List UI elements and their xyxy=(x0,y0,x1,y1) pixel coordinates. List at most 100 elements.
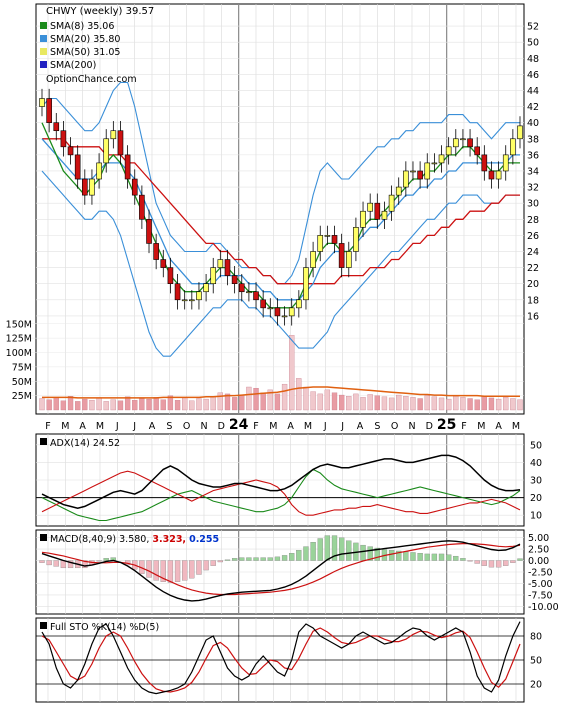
macd-histogram-bar xyxy=(82,560,88,569)
candle-body xyxy=(117,130,124,156)
price-tick-label: 40 xyxy=(527,118,539,129)
sto-label: Full STO %K(14) %D(5) xyxy=(50,622,159,633)
candle-body xyxy=(246,291,252,294)
volume-bar xyxy=(67,396,74,411)
candle-body xyxy=(274,307,281,317)
macd-histogram-bar xyxy=(103,558,109,561)
x-tick-label: J xyxy=(115,421,119,432)
macd-histogram-bar xyxy=(296,550,302,561)
macd-swatch xyxy=(40,534,47,541)
volume-bar xyxy=(153,397,159,411)
macd-histogram-bar xyxy=(446,554,452,561)
price-tick-label: 28 xyxy=(527,215,539,226)
volume-bar xyxy=(96,397,102,411)
volume-bar xyxy=(167,395,174,411)
candle-body xyxy=(502,154,509,172)
volume-bar xyxy=(331,392,338,411)
x-tick-label: 24 xyxy=(229,417,249,433)
macd-histogram-bar xyxy=(289,553,295,561)
legend-item-sma20: SMA(20) 35.80 xyxy=(50,34,120,45)
volume-bar xyxy=(53,397,59,411)
sto-k-line xyxy=(41,621,521,695)
candle-body xyxy=(167,267,174,284)
candle-body xyxy=(267,307,274,310)
price-tick-label: 52 xyxy=(527,22,539,33)
macd-histogram-bar xyxy=(510,560,516,563)
volume-bar xyxy=(381,396,388,411)
macd-histogram-bar xyxy=(481,560,487,566)
volume-bar xyxy=(495,398,502,411)
volume-bar xyxy=(338,394,345,411)
macd-histogram-bar xyxy=(467,560,473,562)
volume-bar xyxy=(374,395,380,411)
x-tick-label: 25 xyxy=(437,417,456,433)
candle-body xyxy=(517,125,523,140)
macd-histogram-bar xyxy=(331,535,338,561)
volume-bar xyxy=(353,393,359,411)
candle-body xyxy=(467,138,473,148)
candle-body xyxy=(96,162,102,180)
macd-histogram-bar xyxy=(167,560,174,583)
candle-body xyxy=(53,122,60,132)
volume-bar xyxy=(196,398,202,411)
price-tick-label: 26 xyxy=(527,231,539,242)
candle-body xyxy=(89,178,95,196)
macd-tick-label: -2.50 xyxy=(528,568,553,579)
macd-histogram-bar xyxy=(310,542,316,561)
volume-bar xyxy=(517,399,523,411)
sma8-line xyxy=(41,122,520,309)
candle-body xyxy=(260,299,266,309)
candle-body xyxy=(460,138,466,141)
candle-body xyxy=(367,202,373,212)
candle-body xyxy=(395,186,402,196)
volume-bar xyxy=(346,396,352,411)
legend-swatch-sma200 xyxy=(40,61,47,68)
volume-tick-label: 100M xyxy=(6,348,32,359)
candle-body xyxy=(181,299,188,302)
macd-histogram-bar xyxy=(403,551,409,561)
macd-histogram-bar xyxy=(182,560,188,581)
candle-body xyxy=(238,283,245,293)
macd-histogram-bar xyxy=(267,557,273,561)
volume-bar xyxy=(239,394,245,411)
volume-bar xyxy=(103,401,109,411)
macd-histogram-bar xyxy=(367,546,373,561)
candle-body xyxy=(124,154,131,180)
price-tick-label: 30 xyxy=(527,199,539,210)
adx-label: ADX(14) 24.52 xyxy=(50,438,120,449)
volume-bar xyxy=(467,398,473,411)
candle-body xyxy=(381,210,388,220)
candle-body xyxy=(324,235,331,237)
candle-body xyxy=(417,170,423,180)
sto-tick-label: 20 xyxy=(530,680,542,691)
volume-bar xyxy=(488,397,495,411)
volume-bar xyxy=(267,389,273,411)
legend-swatch-sma20 xyxy=(40,35,47,42)
price-tick-label: 44 xyxy=(527,86,539,97)
candle-body xyxy=(360,210,366,228)
volume-bar xyxy=(281,383,288,411)
watermark: OptionChance.com xyxy=(46,74,137,85)
macd-histogram-bar xyxy=(303,546,309,561)
price-tick-label: 38 xyxy=(527,134,539,145)
volume-bar xyxy=(417,398,423,411)
x-tick-label: A xyxy=(79,421,86,432)
candle-body xyxy=(82,178,88,196)
x-tick-label: F xyxy=(461,421,466,432)
sto-tick-label: 50 xyxy=(530,656,542,667)
sto-swatch xyxy=(40,622,47,629)
bollinger-lower-line xyxy=(41,170,520,357)
x-tick-label: F xyxy=(253,421,258,432)
candle-body xyxy=(160,259,167,268)
volume-bar xyxy=(403,396,409,411)
candle-body xyxy=(131,178,138,196)
macd-histogram-bar xyxy=(495,560,502,568)
volume-tick-label: 150M xyxy=(6,319,32,330)
volume-bar xyxy=(453,396,459,411)
x-tick-label: J xyxy=(323,421,327,432)
candle-body xyxy=(445,146,452,156)
macd-label-signal: 3.323, xyxy=(152,534,186,545)
candle-body xyxy=(310,251,316,268)
volume-bar xyxy=(231,397,238,411)
macd-label-main: MACD(8,40,9) 3.580, xyxy=(50,534,149,545)
